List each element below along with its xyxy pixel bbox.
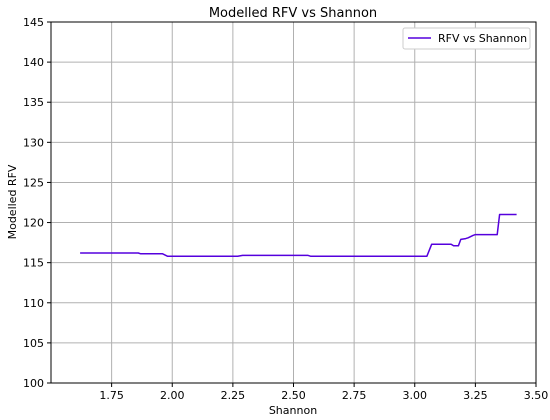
y-ticks: 100 105 110 115 120 125 130 135 140 145 xyxy=(23,16,51,390)
y-tick-label: 120 xyxy=(23,217,44,230)
y-tick-label: 115 xyxy=(23,257,44,270)
x-tick-label: 2.75 xyxy=(342,389,367,402)
y-axis-label: Modelled RFV xyxy=(6,164,19,239)
x-tick-label: 3.00 xyxy=(403,389,428,402)
y-tick-label: 100 xyxy=(23,377,44,390)
x-axis-label: Shannon xyxy=(269,404,317,417)
legend-box xyxy=(402,27,531,50)
legend: RFV vs Shannon xyxy=(402,27,531,50)
y-tick-label: 105 xyxy=(23,337,44,350)
x-tick-label: 2.00 xyxy=(160,389,185,402)
x-ticks: 1.75 2.00 2.25 2.50 2.75 3.00 3.25 3.50 xyxy=(99,383,548,402)
y-tick-label: 125 xyxy=(23,176,44,189)
x-tick-label: 3.50 xyxy=(524,389,549,402)
data-lines xyxy=(80,213,517,257)
x-tick-label: 2.50 xyxy=(281,389,306,402)
y-tick-label: 130 xyxy=(23,136,44,149)
x-tick-label: 2.25 xyxy=(221,389,246,402)
y-tick-label: 140 xyxy=(23,56,44,69)
x-tick-label: 3.25 xyxy=(463,389,488,402)
series-line xyxy=(80,213,517,257)
x-tick-label: 1.75 xyxy=(99,389,124,402)
y-tick-label: 110 xyxy=(23,297,44,310)
y-tick-label: 135 xyxy=(23,96,44,109)
legend-label: RFV vs Shannon xyxy=(438,32,527,45)
chart-title: Modelled RFV vs Shannon xyxy=(209,6,377,21)
y-tick-label: 145 xyxy=(23,16,44,29)
grid-lines xyxy=(51,21,537,384)
